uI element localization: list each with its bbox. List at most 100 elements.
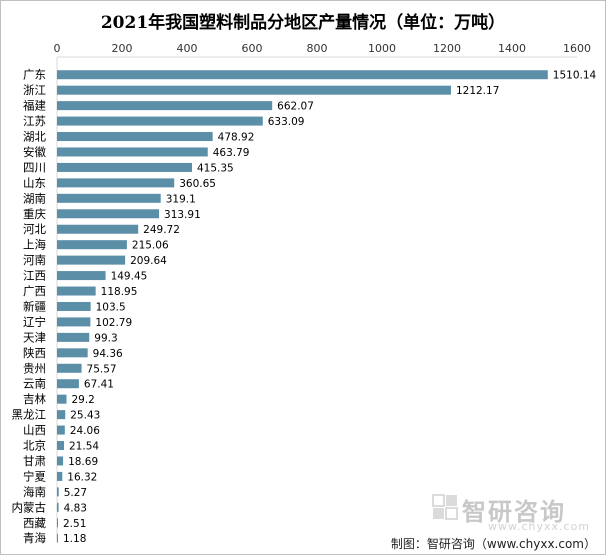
data-label: 75.57 [87,363,117,375]
x-tick-label: 600 [242,42,263,55]
data-label: 67.41 [84,379,114,391]
data-label: 215.06 [132,240,169,252]
category-label: 天津 [23,330,46,344]
bar [57,502,59,512]
category-label: 安徽 [23,145,46,159]
data-label: 118.95 [101,286,138,298]
bar [57,348,88,358]
bar [57,301,91,311]
data-label: 24.06 [70,425,100,437]
data-label: 25.43 [70,410,100,422]
data-label: 662.07 [277,101,314,113]
category-label: 广东 [23,68,46,82]
bar [57,286,96,296]
bar [57,332,90,342]
bar [57,471,63,481]
bar [57,518,58,528]
category-label: 山西 [23,423,46,437]
category-label: 云南 [23,377,46,391]
data-label: 103.5 [96,301,126,313]
bar [57,487,59,497]
category-label: 宁夏 [23,469,46,483]
category-label: 黑龙江 [12,408,47,422]
category-label: 甘肃 [23,454,46,468]
x-tick-label: 1000 [368,42,396,55]
bar [57,116,263,126]
category-label: 河北 [23,222,46,236]
data-label: 209.64 [130,255,167,267]
bar [57,441,65,451]
bar [57,379,79,389]
bar [57,533,58,543]
x-tick-label: 0 [54,42,61,55]
data-label: 18.69 [68,456,98,468]
category-label: 上海 [23,238,46,252]
category-label: 四川 [23,160,46,174]
bar [57,147,208,157]
chart-title: 2021年我国塑料制品分地区产量情况（单位：万吨） [100,13,506,33]
category-label: 江西 [23,269,46,283]
bar [57,363,82,373]
x-tick-label: 1200 [433,42,461,55]
x-tick-label: 1400 [498,42,526,55]
data-label: 415.35 [197,162,234,174]
category-label: 重庆 [23,207,46,221]
data-label: 463.79 [213,147,250,159]
bar [57,456,64,466]
category-label: 西藏 [23,516,46,530]
category-label: 江苏 [23,114,46,128]
category-label: 广西 [23,284,46,298]
x-tick-label: 1600 [563,42,591,55]
x-tick-label: 200 [112,42,133,55]
bar [57,70,548,80]
data-label: 249.72 [143,224,180,236]
data-label: 16.32 [67,471,97,483]
bar [57,255,126,265]
data-label: 2.51 [63,518,86,530]
bar [57,193,161,203]
category-label: 新疆 [23,299,46,313]
category-label: 青海 [23,531,46,545]
bar [57,132,213,142]
data-label: 478.92 [218,132,255,144]
category-label: 海南 [23,485,46,499]
bar [57,425,65,435]
data-label: 1510.14 [553,70,597,82]
category-label: 河南 [23,253,46,267]
x-tick-label: 400 [177,42,198,55]
bar [57,224,139,234]
watermark-url: www.chyxx.com [488,520,591,533]
category-label: 辽宁 [23,315,46,329]
data-label: 4.83 [64,502,87,514]
bar [57,240,127,250]
category-label: 福建 [23,99,46,113]
data-label: 102.79 [95,317,132,329]
data-label: 29.2 [71,394,94,406]
source-note: 制图：智研咨询（www.chyxx.com） [390,537,596,551]
data-label: 319.1 [166,193,196,205]
data-label: 149.45 [111,271,148,283]
category-label: 湖南 [23,191,46,205]
category-label: 湖北 [23,130,46,144]
data-label: 360.65 [179,178,216,190]
data-label: 313.91 [164,209,201,221]
bar [57,178,175,188]
watermark-brand: 智研咨询 [462,498,566,526]
category-label: 吉林 [23,392,46,406]
category-label: 山东 [23,176,46,190]
brand-logo-icon [432,494,458,520]
bar [57,410,66,420]
category-label: 浙江 [23,83,46,97]
category-label: 贵州 [23,361,46,375]
data-label: 1.18 [63,533,86,545]
bar [57,209,160,219]
category-label: 北京 [23,439,46,453]
x-tick-label: 800 [307,42,328,55]
bar [57,162,192,172]
data-label: 633.09 [268,116,305,128]
data-label: 1212.17 [456,85,499,97]
data-label: 21.54 [69,441,99,453]
category-label: 内蒙古 [12,500,47,514]
bar [57,317,91,327]
